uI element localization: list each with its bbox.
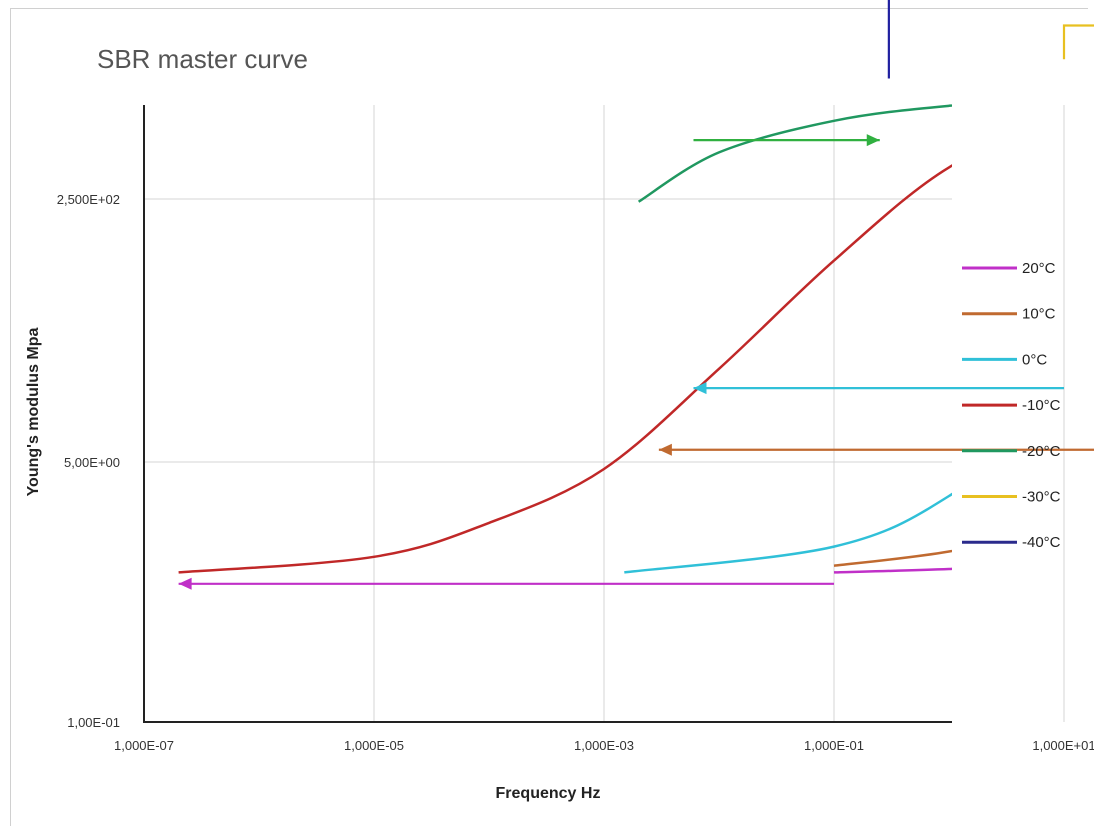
- shift-arrow-0: [887, 0, 890, 79]
- legend-item: -40°C: [962, 534, 1061, 551]
- legend-item: 20°C: [962, 260, 1056, 277]
- legend: 20°C 10°C 0°C -10°C -20°C -30°C -40°C: [962, 260, 1061, 551]
- legend-item: -20°C: [962, 443, 1061, 460]
- shift-arrow-2: [693, 134, 880, 147]
- legend-label: -10°C: [1022, 397, 1061, 414]
- chart-title: SBR master curve: [97, 44, 308, 74]
- y-tick-label: 2,500E+02: [57, 192, 120, 207]
- series-line-3: [178, 164, 952, 574]
- legend-item: -30°C: [962, 489, 1061, 506]
- legend-label: -40°C: [1022, 534, 1061, 551]
- y-tick-labels: 1,00E-01 5,00E+00 2,500E+02: [57, 192, 120, 730]
- shift-arrow-3: [693, 382, 1064, 395]
- series-layer: [178, 95, 1094, 574]
- x-tick-label: 1,000E-05: [344, 738, 404, 753]
- series-line-6: [834, 95, 1094, 97]
- legend-label: -20°C: [1022, 443, 1061, 460]
- shift-arrow-1: [1062, 24, 1094, 60]
- series-line-1: [833, 549, 952, 567]
- annotation-layer: [178, 0, 1094, 590]
- legend-item: -10°C: [962, 397, 1061, 414]
- legend-item: 0°C: [962, 351, 1047, 368]
- x-tick-label: 1,000E-07: [114, 738, 174, 753]
- series-line-0: [833, 567, 952, 574]
- shift-arrow-5: [178, 577, 834, 590]
- x-tick-label: 1,000E-03: [574, 738, 634, 753]
- legend-label: 0°C: [1022, 351, 1047, 368]
- series-line-2: [624, 492, 952, 574]
- axes: [143, 105, 952, 723]
- legend-label: -30°C: [1022, 489, 1061, 506]
- y-tick-label: 5,00E+00: [64, 455, 120, 470]
- legend-item: 10°C: [962, 306, 1056, 323]
- chart-frame: [10, 8, 1088, 826]
- legend-label: 10°C: [1022, 306, 1056, 323]
- series-line-5: [1064, 95, 1094, 96]
- legend-label: 20°C: [1022, 260, 1056, 277]
- x-tick-label: 1,000E-01: [804, 738, 864, 753]
- x-axis-title: Frequency Hz: [496, 785, 601, 802]
- x-tick-labels: 1,000E-07 1,000E-05 1,000E-03 1,000E-01 1,00…: [114, 738, 1094, 753]
- series-line-4: [637, 104, 952, 203]
- grid-lines: [144, 105, 1065, 722]
- shift-arrow-4: [658, 443, 1094, 456]
- y-axis-title: Young's modulus Mpa: [25, 327, 42, 496]
- x-tick-label: 1,000E+01: [1032, 738, 1094, 753]
- y-tick-label: 1,00E-01: [67, 715, 120, 730]
